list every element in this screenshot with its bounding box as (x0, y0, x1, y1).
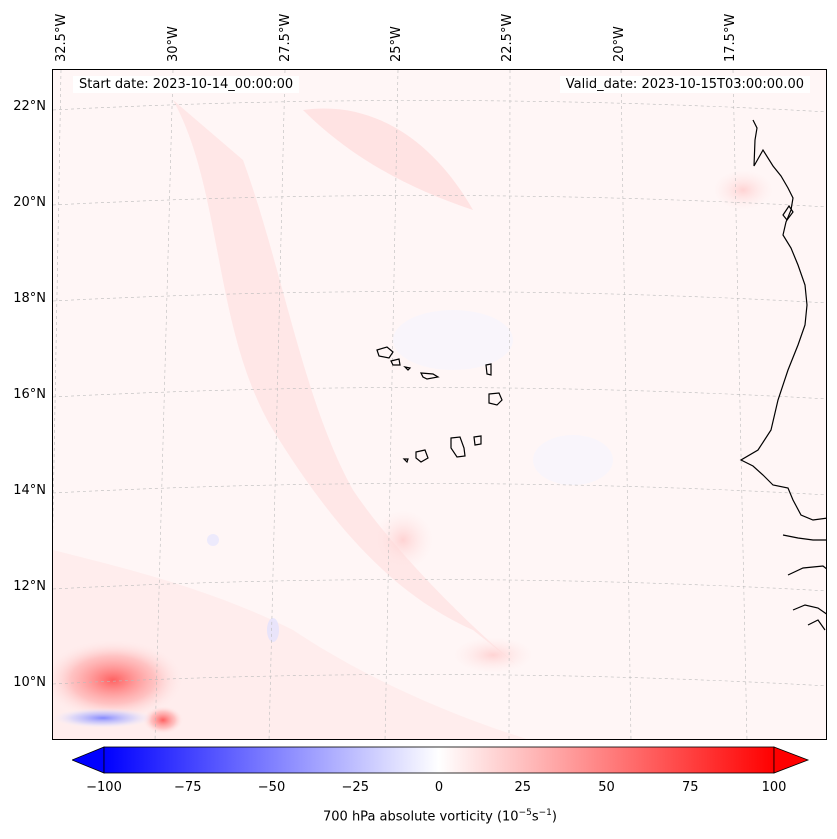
coastline (376, 119, 826, 631)
colorbar-tick-label: −100 (86, 780, 122, 795)
longitude-label: 25°W (389, 26, 404, 62)
latitude-label: 18°N (13, 291, 46, 306)
colorbar-tick-label: 75 (681, 780, 699, 795)
colorbar-tick-label: 0 (434, 780, 444, 795)
latitude-label: 10°N (13, 675, 46, 690)
start-date-label: Start date: 2023-10-14_00:00:00 (73, 76, 300, 93)
longitude-label: 30°W (166, 26, 181, 62)
latitude-label: 12°N (13, 579, 46, 594)
latitude-label: 14°N (13, 483, 46, 498)
longitude-label: 27.5°W (278, 13, 293, 62)
colorbar-min-extend (72, 746, 105, 774)
colorbar-tick-label: −50 (257, 780, 286, 795)
latitude-label: 22°N (13, 99, 46, 114)
colorbar-tick-label: −25 (341, 780, 369, 795)
colorbar-tick-label: 25 (514, 780, 532, 795)
longitude-label: 20°W (612, 26, 627, 62)
valid-date-label: Valid_date: 2023-10-15T03:00:00.00 (559, 76, 810, 93)
colorbar-max-extend (773, 746, 810, 774)
colorbar-tick-label: 50 (598, 780, 615, 795)
colorbar-tick-label: 100 (761, 780, 787, 795)
colorbar (72, 746, 810, 774)
vorticity-field (53, 70, 826, 739)
latitude-label: 16°N (13, 387, 46, 402)
longitude-label: 32.5°W (54, 13, 69, 62)
graticule (53, 70, 826, 739)
longitude-label: 17.5°W (723, 13, 738, 62)
colorbar-tick-label: −75 (174, 780, 202, 795)
longitude-label: 22.5°W (500, 13, 515, 62)
map-panel (52, 69, 827, 740)
latitude-label: 20°N (13, 195, 46, 210)
colorbar-label: 700 hPa absolute vorticity (10−5s−1) (323, 808, 557, 825)
vorticity-patches (53, 100, 773, 739)
